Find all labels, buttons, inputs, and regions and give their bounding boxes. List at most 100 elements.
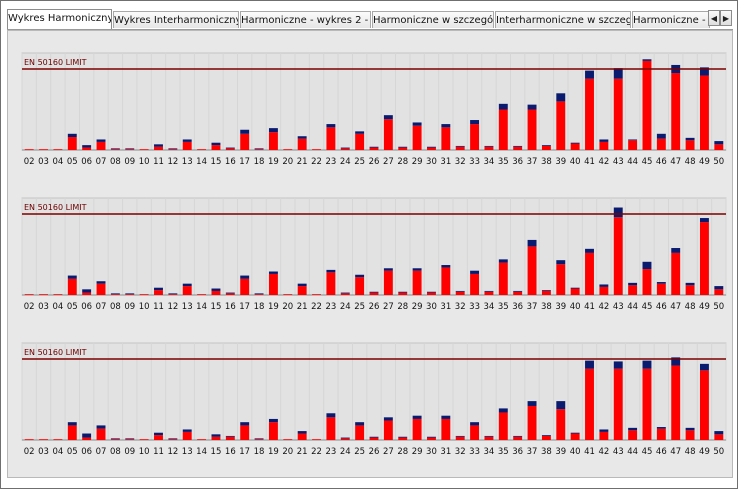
- chevron-right-icon[interactable]: ▶: [720, 10, 732, 26]
- bar-main: [326, 417, 336, 440]
- x-tick-label: 19: [268, 157, 279, 167]
- tab-harmonics-2-9khz[interactable]: Harmoniczne - wykres 2 - 9 kHz: [240, 11, 371, 28]
- bar-cap: [67, 133, 77, 138]
- tab-harmonics-details[interactable]: Harmoniczne w szczegółach: [372, 11, 494, 28]
- x-tick-label: 23: [325, 157, 336, 167]
- bar-cap: [628, 282, 638, 286]
- bar-main: [527, 246, 537, 295]
- bar-cap: [383, 115, 393, 120]
- x-tick-label: 23: [325, 447, 336, 457]
- bar-cap: [585, 70, 594, 79]
- bar-cap: [513, 145, 523, 147]
- bar-cap: [254, 148, 264, 150]
- bar-main: [283, 149, 293, 150]
- bar-cap: [326, 124, 336, 128]
- bar-cap: [355, 422, 365, 426]
- x-tick-label: 10: [139, 302, 150, 312]
- bar-main: [470, 273, 480, 295]
- bar-cap: [67, 275, 77, 279]
- x-tick-label: 47: [670, 302, 681, 312]
- bar-main: [110, 294, 120, 295]
- bar-cap: [268, 271, 278, 274]
- x-tick-label: 07: [96, 302, 107, 312]
- x-tick-label: 18: [254, 302, 265, 312]
- x-tick-label: 11: [153, 302, 164, 312]
- x-tick-label: 42: [598, 447, 609, 457]
- bar-cap: [297, 136, 307, 139]
- tab-interharmonics-chart[interactable]: Wykres Interharmonicznych: [113, 11, 239, 28]
- bar-cap: [340, 147, 350, 149]
- bar-main: [671, 252, 681, 295]
- bar-cap: [398, 291, 408, 293]
- bar-main: [383, 420, 393, 440]
- bar-cap: [527, 239, 537, 247]
- bar-cap: [383, 417, 393, 421]
- bar-main: [685, 285, 695, 295]
- bar-main: [470, 124, 480, 150]
- bar-main: [498, 109, 508, 150]
- limit-label: EN 50160 LIMIT: [24, 58, 87, 67]
- x-tick-label: 03: [38, 447, 49, 457]
- bar-main: [455, 436, 465, 440]
- bar-cap: [685, 137, 695, 141]
- x-tick-label: 13: [182, 302, 193, 312]
- x-tick-label: 34: [484, 447, 495, 457]
- tab-harmonics-chart[interactable]: Wykres Harmonicznych: [7, 9, 112, 29]
- bar-cap: [470, 120, 480, 125]
- bar-main: [599, 431, 609, 440]
- chevron-left-icon[interactable]: ◀: [708, 10, 720, 26]
- x-tick-label: 16: [225, 302, 236, 312]
- x-tick-label: 34: [484, 157, 495, 167]
- bar-main: [441, 127, 451, 150]
- bar-cap: [355, 274, 365, 278]
- bar-main: [513, 146, 523, 150]
- bar-cap: [125, 148, 135, 150]
- x-tick-label: 30: [426, 302, 437, 312]
- tab-bar: Wykres Harmonicznych Wykres Interharmoni…: [7, 9, 733, 30]
- x-tick-label: 28: [397, 157, 408, 167]
- bar-main: [312, 294, 321, 295]
- bar-main: [24, 294, 34, 295]
- bar-main: [53, 439, 63, 440]
- x-tick-label: 50: [713, 447, 724, 457]
- bar-cap: [671, 248, 681, 253]
- x-tick-label: 14: [196, 157, 207, 167]
- x-tick-label: 24: [340, 302, 351, 312]
- x-tick-label: 35: [498, 302, 509, 312]
- x-tick-label: 16: [225, 447, 236, 457]
- bar-cap: [168, 438, 178, 440]
- tab-interharmonics-details[interactable]: Interharmoniczne w szczegółach: [495, 11, 631, 28]
- x-tick-label: 27: [383, 302, 394, 312]
- bar-main: [441, 267, 451, 295]
- bar-cap: [441, 124, 451, 128]
- bar-main: [656, 283, 666, 295]
- x-tick-label: 08: [110, 302, 121, 312]
- bar-cap: [82, 433, 92, 438]
- x-tick-label: 22: [311, 302, 322, 312]
- x-tick-label: 09: [124, 302, 135, 312]
- bar-main: [268, 273, 278, 295]
- tab-harmonics-chart-truncated[interactable]: Harmoniczne - wykre: [632, 11, 710, 28]
- bar-main: [484, 436, 494, 440]
- bar-main: [498, 412, 508, 440]
- x-tick-label: 27: [383, 157, 394, 167]
- x-tick-label: 06: [81, 447, 92, 457]
- bar-main: [96, 141, 106, 150]
- x-tick-label: 47: [670, 447, 681, 457]
- x-tick-label: 44: [627, 302, 638, 312]
- bar-cap: [340, 292, 350, 294]
- bar-cap: [211, 288, 221, 291]
- bar-main: [628, 285, 638, 295]
- bar-main: [541, 145, 551, 150]
- bar-cap: [642, 360, 652, 369]
- x-tick-label: 46: [656, 302, 667, 312]
- x-tick-label: 02: [24, 447, 35, 457]
- bar-main: [642, 269, 652, 295]
- bar-cap: [182, 429, 192, 432]
- bar-main: [412, 418, 422, 440]
- bar-main: [125, 439, 135, 440]
- x-tick-label: 15: [211, 447, 222, 457]
- bar-main: [96, 283, 106, 295]
- x-tick-label: 35: [498, 447, 509, 457]
- bar-main: [182, 286, 192, 295]
